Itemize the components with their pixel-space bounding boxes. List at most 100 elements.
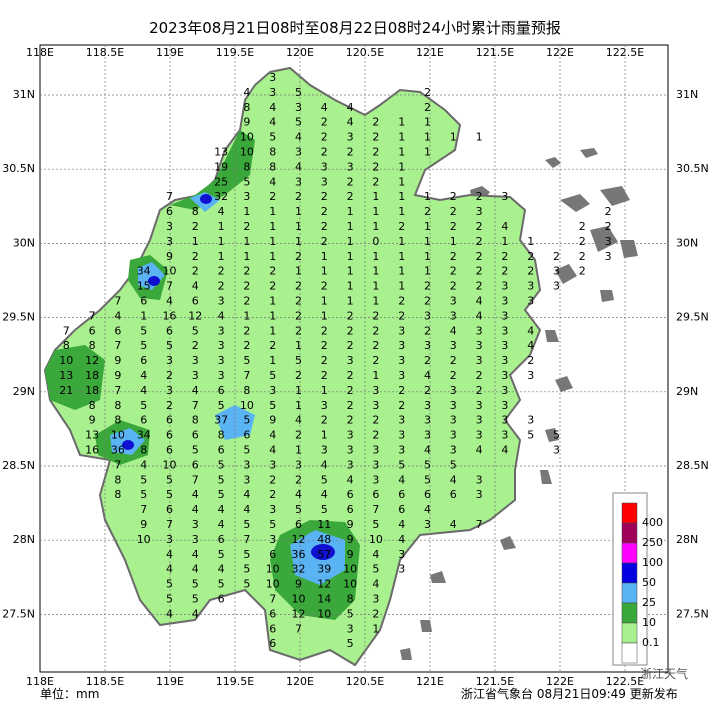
station-value: 4 <box>295 488 302 501</box>
station-value: 9 <box>295 578 302 591</box>
patch <box>200 194 212 204</box>
station-value: 5 <box>372 563 379 576</box>
station-value: 3 <box>424 429 431 442</box>
station-value: 3 <box>166 220 173 233</box>
station-value: 3 <box>527 280 534 293</box>
station-value: 6 <box>269 607 276 620</box>
station-value: 2 <box>347 369 354 382</box>
station-value: 3 <box>166 354 173 367</box>
station-value: 1 <box>295 444 302 457</box>
station-value: 7 <box>114 384 121 397</box>
station-value: 1 <box>347 250 354 263</box>
station-value: 2 <box>450 220 457 233</box>
station-value: 5 <box>527 429 534 442</box>
station-value: 1 <box>347 205 354 218</box>
station-value: 6 <box>347 503 354 516</box>
station-value: 6 <box>140 295 147 308</box>
station-value: 2 <box>192 220 199 233</box>
station-value: 2 <box>243 280 250 293</box>
station-value: 3 <box>450 295 457 308</box>
station-value: 1 <box>269 295 276 308</box>
station-value: 3 <box>192 518 199 531</box>
legend-label: 10 <box>642 616 656 629</box>
station-value: 2 <box>243 339 250 352</box>
patch <box>122 440 134 450</box>
station-value: 6 <box>269 637 276 650</box>
station-value: 16 <box>85 444 99 457</box>
issuer: 浙江省气象台 08月21日09:49 更新发布 <box>461 686 678 701</box>
station-value: 4 <box>269 101 276 114</box>
station-value: 8 <box>269 160 276 173</box>
station-value: 1 <box>476 131 483 144</box>
station-value: 1 <box>269 250 276 263</box>
station-value: 3 <box>269 86 276 99</box>
station-value: 3 <box>321 399 328 412</box>
legend-swatch <box>621 562 638 584</box>
station-value: 1 <box>295 384 302 397</box>
station-value: 6 <box>347 488 354 501</box>
station-value: 4 <box>140 458 147 471</box>
station-value: 2 <box>347 339 354 352</box>
station-value: 3 <box>398 563 405 576</box>
station-value: 1 <box>398 265 405 278</box>
station-value: 1 <box>269 309 276 322</box>
station-value: 5 <box>243 578 250 591</box>
legend-swatch <box>621 622 638 644</box>
station-value: 1 <box>321 295 328 308</box>
station-value: 2 <box>243 265 250 278</box>
station-value: 2 <box>476 280 483 293</box>
station-value: 4 <box>192 503 199 516</box>
station-value: 5 <box>192 324 199 337</box>
station-value: 2 <box>372 131 379 144</box>
station-value: 7 <box>192 473 199 486</box>
station-value: 4 <box>321 101 328 114</box>
station-value: 2 <box>398 309 405 322</box>
station-value: 2 <box>321 146 328 159</box>
station-value: 2 <box>269 473 276 486</box>
station-value: 4 <box>269 429 276 442</box>
station-value: 1 <box>321 429 328 442</box>
y-label-left: 31N <box>13 88 35 101</box>
station-value: 14 <box>317 593 331 606</box>
station-value: 3 <box>295 458 302 471</box>
station-value: 3 <box>218 354 225 367</box>
station-value: 2 <box>347 190 354 203</box>
station-value: 39 <box>317 563 331 576</box>
station-value: 4 <box>218 563 225 576</box>
station-value: 1 <box>347 280 354 293</box>
station-value: 8 <box>114 488 121 501</box>
station-value: 3 <box>269 71 276 84</box>
station-value: 6 <box>398 488 405 501</box>
station-value: 5 <box>553 429 560 442</box>
station-value: 3 <box>476 429 483 442</box>
station-value: 10 <box>292 593 306 606</box>
station-value: 3 <box>372 399 379 412</box>
station-value: 57 <box>317 548 331 561</box>
station-value: 2 <box>321 339 328 352</box>
station-value: 34 <box>137 265 151 278</box>
station-value: 4 <box>218 503 225 516</box>
x-label-top: 120.5E <box>346 46 384 59</box>
station-value: 6 <box>218 533 225 546</box>
station-value: 9 <box>140 518 147 531</box>
station-value: 4 <box>218 205 225 218</box>
station-value: 3 <box>269 503 276 516</box>
station-value: 1 <box>424 116 431 129</box>
station-value: 1 <box>321 250 328 263</box>
legend-label: 250 <box>642 536 663 549</box>
station-value: 5 <box>243 563 250 576</box>
patch <box>138 262 165 290</box>
station-value: 7 <box>114 295 121 308</box>
station-value: 8 <box>114 399 121 412</box>
legend-label: 100 <box>642 556 663 569</box>
station-value: 1 <box>450 131 457 144</box>
x-label-top: 119E <box>156 46 184 59</box>
y-label-right: 27.5N <box>676 607 709 620</box>
station-value: 4 <box>192 607 199 620</box>
station-value: 3 <box>347 444 354 457</box>
station-value: 3 <box>527 414 534 427</box>
station-value: 4 <box>166 295 173 308</box>
station-value: 5 <box>269 369 276 382</box>
station-value: 5 <box>140 324 147 337</box>
station-value: 2 <box>527 250 534 263</box>
